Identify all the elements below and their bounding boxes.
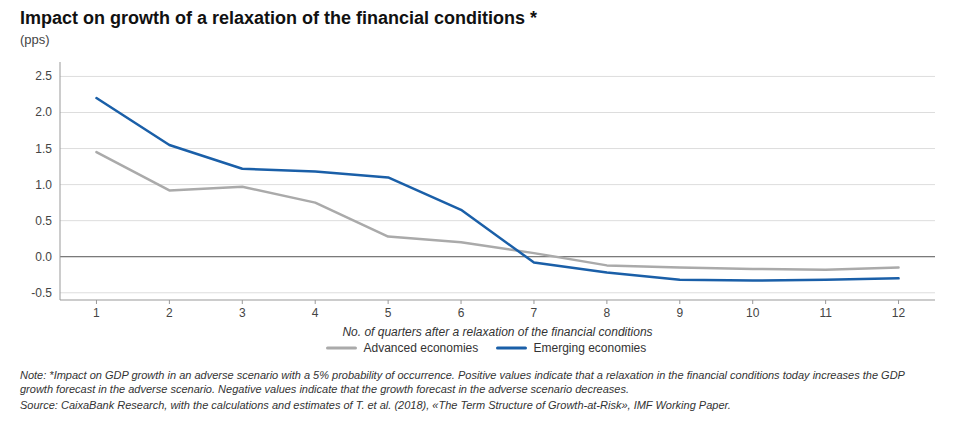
subtitle: (pps) [20, 32, 50, 47]
x-tick-label: 5 [385, 306, 392, 320]
x-tick-label: 9 [676, 306, 683, 320]
x-tick [898, 300, 899, 304]
grid-line [60, 292, 935, 293]
y-tick-label: 0.0 [35, 250, 52, 264]
x-tick-label: 11 [819, 306, 832, 320]
x-tick-label: 3 [239, 306, 246, 320]
grid-line [60, 112, 935, 113]
legend-swatch [328, 347, 356, 350]
x-tick [96, 300, 97, 304]
x-tick-label: 12 [892, 306, 906, 320]
x-tick [679, 300, 680, 304]
x-tick-label: 2 [166, 306, 173, 320]
grid-line [60, 76, 935, 77]
x-tick-label: 7 [531, 306, 538, 320]
x-tick [825, 300, 826, 304]
legend-label: Advanced economies [364, 341, 479, 355]
y-tick-label: 2.0 [35, 105, 52, 119]
series-group [96, 98, 898, 280]
legend-label: Emerging economies [534, 341, 647, 355]
x-tick [315, 300, 316, 304]
zero-line [60, 256, 935, 257]
y-tick-label: 1.0 [35, 178, 52, 192]
x-tick [388, 300, 389, 304]
series-line [96, 152, 898, 270]
grid-line [60, 220, 935, 221]
grid-line [60, 148, 935, 149]
grid-line [60, 184, 935, 185]
grid [60, 76, 935, 292]
y-tick-label: 0.5 [35, 214, 52, 228]
y-axis-line [60, 62, 61, 300]
notes: Note: *Impact on GDP growth in an advers… [20, 368, 940, 414]
legend: Advanced economies Emerging economies [328, 341, 647, 355]
x-tick [533, 300, 534, 304]
series-line [96, 98, 898, 280]
x-tick [606, 300, 607, 304]
y-tick-label: 2.5 [35, 69, 52, 83]
annotation: Source: CaixaBank Research, with the cal… [20, 398, 940, 412]
x-tick-label: 6 [458, 306, 465, 320]
y-tick-label: -0.5 [31, 286, 52, 300]
legend-swatch [498, 347, 526, 350]
annotation: Note: *Impact on GDP growth in an advers… [20, 368, 940, 396]
x-tick-label: 4 [312, 306, 319, 320]
x-tick-label: 1 [93, 306, 100, 320]
y-tick-label: 1.5 [35, 142, 52, 156]
x-tick [461, 300, 462, 304]
x-axis-label: No. of quarters after a relaxation of th… [342, 325, 652, 339]
x-tick-label: 8 [604, 306, 611, 320]
x-tick-label: 10 [746, 306, 760, 320]
x-tick [242, 300, 243, 304]
x-tick [169, 300, 170, 304]
title: Impact on growth of a relaxation of the … [20, 8, 537, 28]
x-tick [752, 300, 753, 304]
x-axis-line [60, 300, 935, 301]
